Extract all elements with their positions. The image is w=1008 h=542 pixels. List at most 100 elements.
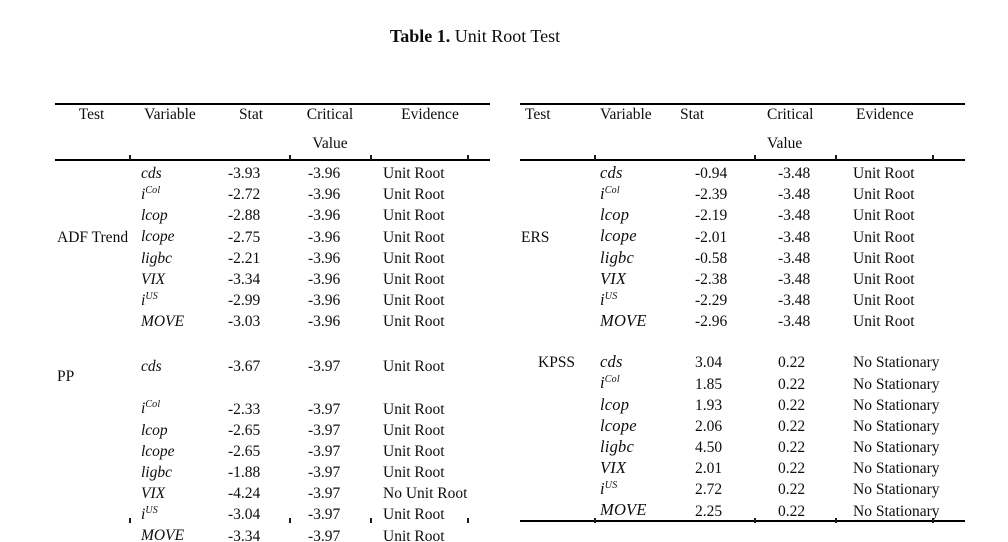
col-header-evidence: Evidence — [856, 106, 914, 123]
variable-superscript: Col — [145, 185, 161, 197]
table-row: MOVE 2.25 0.22 No Stationary — [520, 498, 965, 520]
unit-root-table-right: Test Variable Stat Critical Value Evidenc… — [520, 103, 965, 523]
variable-cell: iCol — [586, 371, 669, 392]
column-divider-tick — [594, 155, 596, 160]
critical-value: -3.96 — [308, 186, 341, 204]
evidence-value: No Stationary — [853, 354, 940, 372]
critical-value: -3.97 — [308, 400, 341, 418]
critical-value: -3.96 — [308, 165, 341, 183]
critical-value: -3.97 — [308, 464, 341, 482]
stat-value: -0.94 — [695, 165, 728, 183]
variable-cell: VIX — [586, 456, 669, 477]
stat-value: -3.34 — [228, 527, 261, 542]
col-header-variable: Variable — [600, 106, 652, 123]
variable-name: lcope — [141, 442, 175, 460]
table-row: lcop 1.93 0.22 No Stationary — [520, 393, 965, 414]
critical-header-line2: Value — [312, 135, 348, 152]
critical-value: -3.97 — [308, 506, 341, 524]
test-label — [55, 160, 128, 182]
critical-value: -3.96 — [308, 249, 341, 267]
table-row: iUS -2.29 -3.48 Unit Root — [520, 288, 965, 309]
evidence-value: Unit Root — [383, 400, 445, 418]
test-label — [55, 481, 128, 502]
variable-name: VIX — [600, 268, 627, 288]
table-title: Table 1. Unit Root Test — [0, 26, 950, 47]
column-divider-tick — [467, 155, 469, 160]
variable-cell: cds — [586, 160, 669, 182]
evidence-value: Unit Root — [853, 165, 915, 183]
col-header-variable: Variable — [144, 106, 196, 123]
evidence-value: No Stationary — [853, 417, 940, 435]
stat-value: -2.65 — [228, 421, 261, 439]
critical-value: 0.22 — [778, 417, 806, 435]
table-row: VIX -2.38 -3.48 Unit Root — [520, 267, 965, 288]
test-label — [55, 288, 128, 309]
critical-value: -3.97 — [308, 527, 341, 542]
table-row: MOVE -3.03 -3.96 Unit Root — [55, 309, 490, 330]
stat-value: -2.29 — [695, 292, 728, 310]
table-row: iUS 2.72 0.22 No Stationary — [520, 477, 965, 498]
column-divider-tick — [129, 518, 131, 523]
stat-value: 2.06 — [695, 417, 723, 435]
table-row: ligbc -2.21 -3.96 Unit Root — [55, 246, 490, 267]
variable-cell: lcope — [586, 224, 669, 245]
evidence-value: Unit Root — [853, 249, 915, 267]
test-label — [520, 435, 586, 456]
variable-cell: iUS — [586, 477, 669, 498]
variable-name: ligbc — [600, 247, 634, 267]
table-row: iUS -2.99 -3.96 Unit Root — [55, 288, 490, 309]
table-row: ligbc -1.88 -3.97 Unit Root — [55, 460, 490, 481]
col-header-evidence: Evidence — [401, 106, 459, 123]
test-label — [55, 182, 128, 203]
critical-value: -3.97 — [308, 358, 341, 376]
table-row: ADF Trend lcope -2.75 -3.96 Unit Root — [55, 224, 490, 246]
column-divider-tick — [370, 155, 372, 160]
test-label — [520, 477, 586, 498]
variable-name: cds — [141, 165, 162, 183]
test-section-label: ADF Trend — [57, 228, 129, 246]
variable-cell: lcop — [586, 203, 669, 224]
evidence-value: Unit Root — [383, 527, 445, 542]
variable-cell: MOVE — [128, 309, 212, 330]
critical-value: -3.96 — [308, 207, 341, 225]
evidence-value: Unit Root — [383, 165, 445, 183]
stat-value: -4.24 — [228, 485, 261, 503]
critical-header-line1: Critical — [306, 106, 354, 123]
variable-name: cds — [141, 358, 162, 376]
variable-cell: cds — [128, 160, 212, 182]
critical-value: -3.96 — [308, 313, 341, 331]
variable-name: i — [141, 186, 146, 204]
test-label — [55, 418, 128, 439]
stat-value: 2.72 — [695, 481, 723, 499]
evidence-value: Unit Root — [853, 186, 915, 204]
stat-value: -3.34 — [228, 270, 261, 288]
variable-cell: MOVE — [128, 523, 212, 542]
test-label — [55, 502, 128, 523]
variable-name: MOVE — [600, 311, 647, 331]
col-header-test: Test — [525, 106, 551, 123]
column-divider-tick — [932, 518, 934, 523]
critical-value: -3.48 — [778, 270, 811, 288]
test-section-label: ERS — [521, 228, 550, 246]
test-label — [520, 498, 586, 520]
critical-value: 0.22 — [778, 396, 806, 414]
evidence-value: Unit Root — [383, 270, 445, 288]
variable-name: cds — [600, 352, 623, 372]
stat-value: -2.75 — [228, 228, 261, 246]
evidence-value: Unit Root — [383, 207, 445, 225]
test-label — [55, 203, 128, 224]
table-row: iCol -2.72 -3.96 Unit Root — [55, 182, 490, 203]
evidence-value: Unit Root — [853, 207, 915, 225]
table-row: cds -3.93 -3.96 Unit Root — [55, 160, 490, 182]
stat-value: -3.04 — [228, 506, 261, 524]
variable-superscript: Col — [604, 374, 620, 386]
table-row: iUS -3.04 -3.97 Unit Root — [55, 502, 490, 523]
test-label — [520, 182, 586, 203]
variable-superscript: US — [604, 290, 618, 302]
evidence-value: Unit Root — [853, 228, 915, 246]
test-label — [55, 246, 128, 267]
table-row: VIX -4.24 -3.97 No Unit Root — [55, 481, 490, 502]
table-row: iCol -2.39 -3.48 Unit Root — [520, 182, 965, 203]
variable-name: i — [600, 373, 605, 393]
